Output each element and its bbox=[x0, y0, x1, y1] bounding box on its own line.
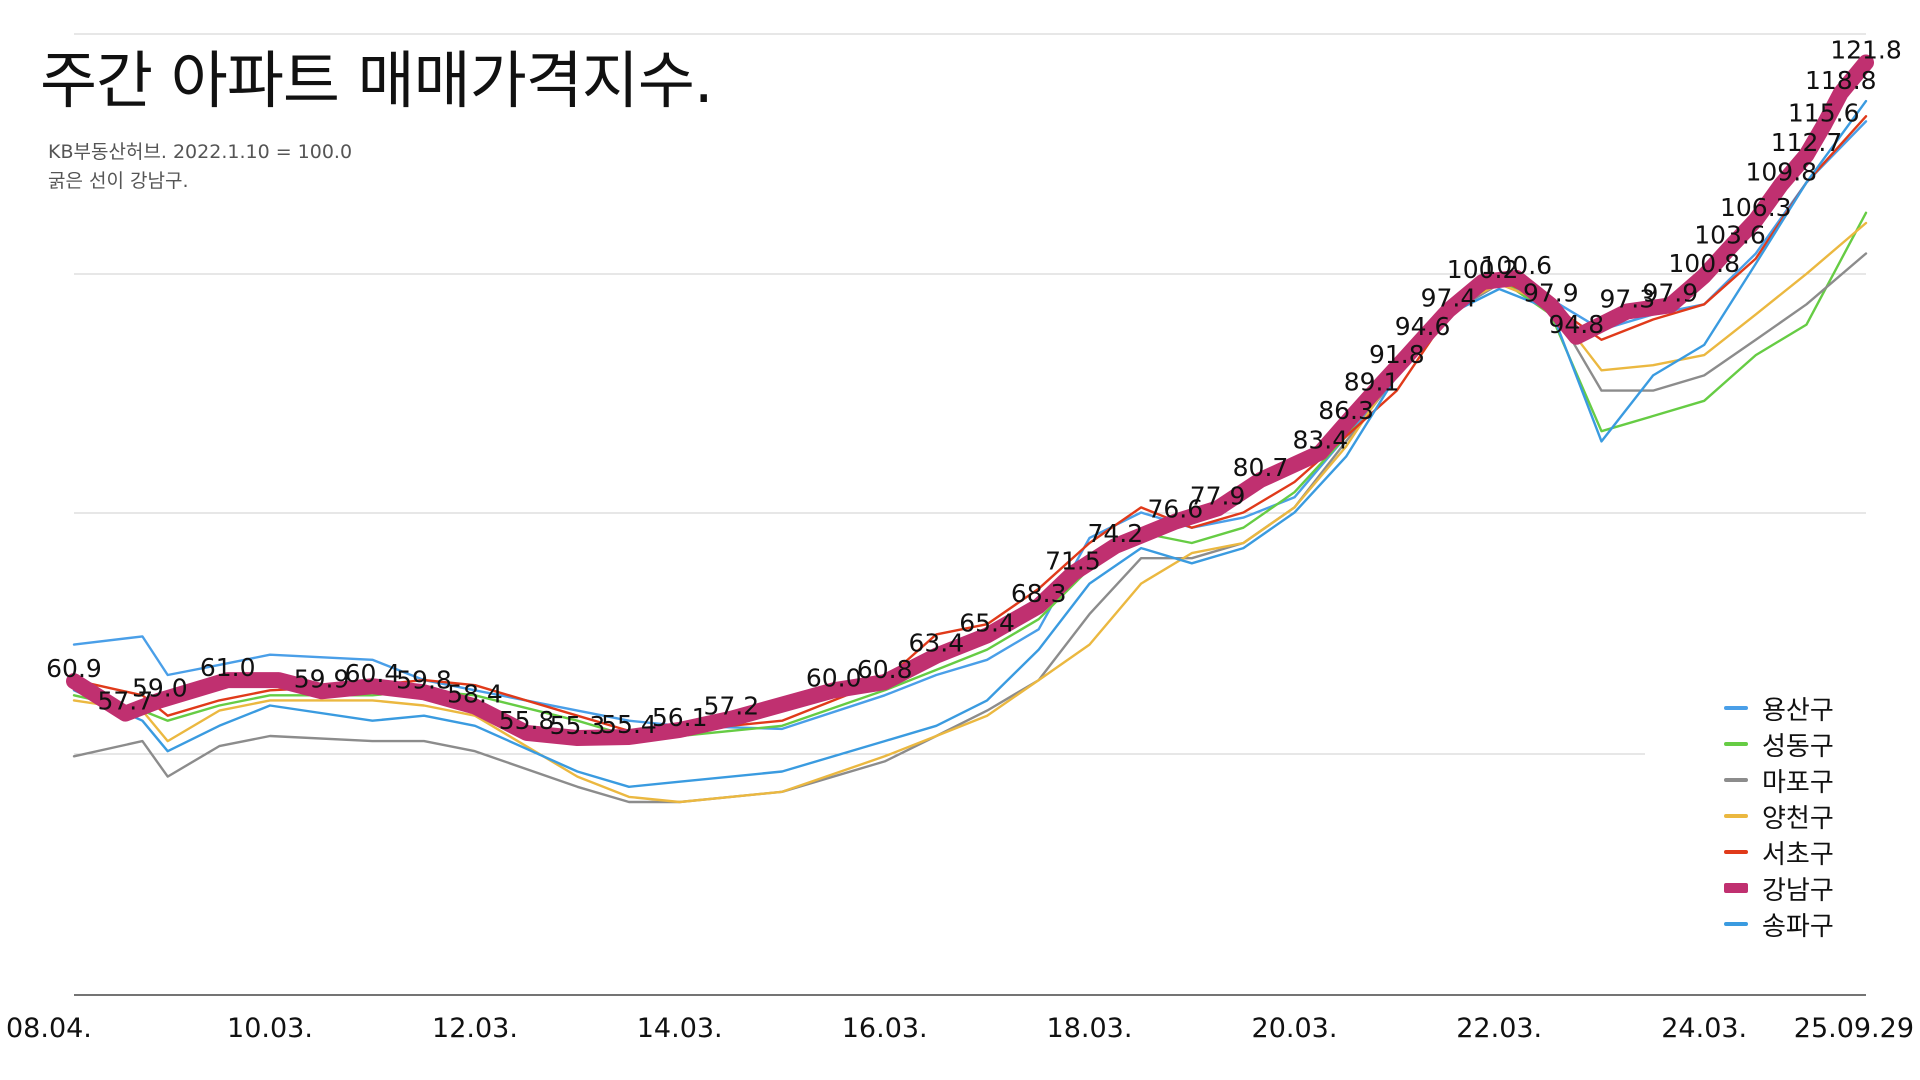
data-label: 97.3 bbox=[1599, 284, 1655, 313]
data-labels: 60.9 57.759.0 61.0 59.960.459.858.455.855.3… bbox=[46, 36, 1902, 741]
legend-item: 양천구 bbox=[1724, 798, 1834, 834]
data-label: 100.8 bbox=[1668, 249, 1740, 278]
x-tick-label: 08.04. bbox=[6, 1013, 92, 1044]
legend-label: 마포구 bbox=[1762, 767, 1834, 798]
data-label: 86.3 bbox=[1318, 396, 1374, 425]
data-label: 97.9 bbox=[1642, 278, 1698, 307]
legend-label: 양천구 bbox=[1762, 803, 1834, 834]
data-label: 57.7 bbox=[97, 687, 153, 716]
data-label: 80.7 bbox=[1233, 453, 1289, 482]
x-tick-label: 18.03. bbox=[1047, 1013, 1133, 1044]
series-line-양천구 bbox=[72, 221, 1868, 804]
data-label: 103.6 bbox=[1694, 220, 1766, 249]
data-label: 55.4 bbox=[601, 710, 657, 739]
legend-swatch bbox=[1724, 850, 1748, 854]
x-tick-label: 25.09.29 bbox=[1794, 1013, 1914, 1044]
data-label: 106.3 bbox=[1720, 193, 1792, 222]
legend-swatch bbox=[1724, 706, 1748, 710]
legend-item: 송파구 bbox=[1724, 906, 1834, 942]
series-line-송파구 bbox=[72, 99, 1868, 788]
legend-item: 마포구 bbox=[1724, 762, 1834, 798]
x-tick-label: 10.03. bbox=[227, 1013, 313, 1044]
data-label: 118.8 bbox=[1805, 66, 1877, 95]
data-label: 59.0 bbox=[132, 673, 188, 702]
data-label: 56.1 bbox=[652, 703, 708, 732]
data-label: 61.0 bbox=[200, 653, 256, 682]
data-label: 112.7 bbox=[1771, 128, 1843, 157]
data-label: 83.4 bbox=[1292, 426, 1348, 455]
x-tick-label: 24.03. bbox=[1661, 1013, 1747, 1044]
data-label: 63.4 bbox=[908, 629, 964, 658]
data-label: 77.9 bbox=[1190, 481, 1246, 510]
data-label: 97.4 bbox=[1421, 283, 1477, 312]
legend-swatch bbox=[1724, 742, 1748, 746]
x-axis-ticks: 08.04. 10.03. 12.03. 14.03. 16.03. 18.03. 20.0… bbox=[6, 1013, 1914, 1044]
data-label: 89.1 bbox=[1344, 368, 1400, 397]
legend-label: 강남구 bbox=[1762, 875, 1834, 906]
data-label: 74.2 bbox=[1087, 519, 1143, 548]
data-label: 60.9 bbox=[46, 654, 102, 683]
legend-label: 용산구 bbox=[1762, 695, 1834, 726]
series-lines bbox=[66, 54, 1874, 804]
legend-swatch bbox=[1724, 883, 1748, 893]
data-label: 55.8 bbox=[499, 706, 555, 735]
data-label: 71.5 bbox=[1045, 546, 1101, 575]
data-label: 60.8 bbox=[857, 655, 913, 684]
data-label: 115.6 bbox=[1788, 99, 1860, 128]
data-label: 58.4 bbox=[447, 680, 503, 709]
series-line-강남구 bbox=[66, 54, 1874, 746]
data-label: 65.4 bbox=[959, 608, 1015, 637]
legend-swatch bbox=[1724, 922, 1748, 926]
data-label: 121.8 bbox=[1830, 36, 1902, 65]
legend-item: 성동구 bbox=[1724, 726, 1834, 762]
chart-title: 주간 아파트 매매가격지수. bbox=[40, 44, 714, 117]
legend-item: 강남구 bbox=[1724, 870, 1834, 906]
data-label: 60.0 bbox=[806, 663, 862, 692]
chart-subtitle: KB부동산허브. 2022.1.10 = 100.0 굵은 선이 강남구. bbox=[48, 138, 352, 196]
subtitle-line-note: 굵은 선이 강남구. bbox=[48, 170, 189, 192]
legend-swatch bbox=[1724, 814, 1748, 818]
legend-label: 송파구 bbox=[1762, 911, 1834, 942]
x-tick-label: 20.03. bbox=[1252, 1013, 1338, 1044]
series-line-마포구 bbox=[72, 252, 1868, 804]
data-label: 97.9 bbox=[1523, 278, 1579, 307]
data-label: 60.4 bbox=[345, 659, 401, 688]
data-label: 59.9 bbox=[294, 664, 350, 693]
gridlines bbox=[74, 33, 1866, 996]
x-tick-label: 12.03. bbox=[432, 1013, 518, 1044]
data-label: 94.6 bbox=[1395, 312, 1451, 341]
data-label: 59.8 bbox=[396, 665, 452, 694]
legend-item: 용산구 bbox=[1724, 690, 1834, 726]
data-label: 57.2 bbox=[703, 692, 759, 721]
data-label: 109.8 bbox=[1746, 157, 1818, 186]
data-label: 76.6 bbox=[1147, 495, 1203, 524]
subtitle-line-source: KB부동산허브. 2022.1.10 = 100.0 bbox=[48, 141, 353, 163]
data-label: 68.3 bbox=[1011, 579, 1067, 608]
x-tick-label: 14.03. bbox=[637, 1013, 723, 1044]
legend-item: 서초구 bbox=[1724, 834, 1834, 870]
x-tick-label: 16.03. bbox=[842, 1013, 928, 1044]
legend-label: 성동구 bbox=[1762, 731, 1834, 762]
data-label: 55.3 bbox=[550, 711, 606, 740]
legend-label: 서초구 bbox=[1762, 839, 1834, 870]
data-label: 91.8 bbox=[1369, 340, 1425, 369]
legend-swatch bbox=[1724, 778, 1748, 782]
x-tick-label: 22.03. bbox=[1456, 1013, 1542, 1044]
data-label: 100.6 bbox=[1481, 251, 1553, 280]
data-label: 100.2 bbox=[1447, 255, 1519, 284]
data-label: 94.8 bbox=[1548, 310, 1604, 339]
